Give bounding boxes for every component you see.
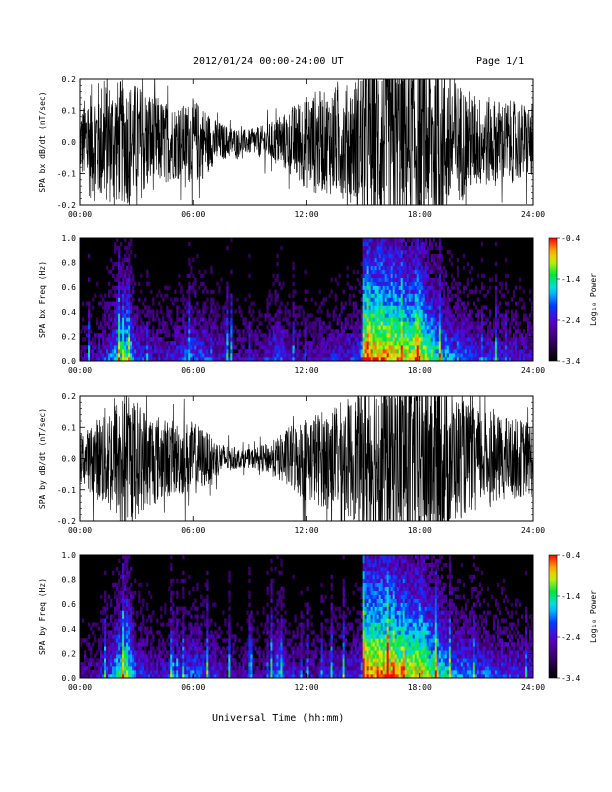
colorbar-by: Log₁₀ Power -0.4 -1.4 -2.4 -3.4: [548, 551, 598, 683]
page-indicator: Page 1/1: [476, 56, 524, 67]
y-tick-label: 0.0: [62, 674, 77, 683]
y-tick-label: 0.1: [62, 423, 77, 432]
colorbar-tick-label: -1.4: [561, 275, 580, 284]
x-axis-title: Universal Time (hh:mm): [212, 713, 344, 724]
y-tick-label: 0.6: [62, 600, 77, 609]
x-tick-label: 12:00: [294, 526, 318, 535]
panel-bx-dbdt: SPA bx dB/dt (nT/sec) 0.20.10.0-0.1-0.20…: [38, 75, 545, 219]
x-tick-label: 18:00: [408, 526, 432, 535]
y-tick-label: 0.6: [62, 283, 77, 292]
y-tick-label: 0.1: [62, 107, 77, 116]
x-tick-label: 18:00: [408, 210, 432, 219]
colorbar-label-bx: Log₁₀ Power: [589, 273, 598, 326]
colorbar-bx: Log₁₀ Power -0.4 -1.4 -2.4 -3.4: [548, 234, 598, 366]
y-tick-label: -0.2: [57, 517, 76, 526]
y-tick-label: 0.4: [62, 625, 77, 634]
y-tick-label: 0.2: [62, 392, 77, 401]
x-tick-label: 24:00: [521, 210, 545, 219]
y-tick-label: 0.8: [62, 576, 77, 585]
colorbar-tick-label: -3.4: [561, 674, 580, 683]
x-tick-label: 24:00: [521, 526, 545, 535]
signal-trace: [80, 79, 533, 205]
x-tick-label: 24:00: [521, 366, 545, 375]
y-tick-label: -0.2: [57, 201, 76, 210]
colorbar-tick-label: -2.4: [561, 316, 580, 325]
y-tick-label: 0.2: [62, 75, 77, 84]
x-tick-label: 00:00: [68, 526, 92, 535]
y-tick-label: 0.2: [62, 332, 77, 341]
x-tick-label: 12:00: [294, 210, 318, 219]
colorbar-tick-label: -0.4: [561, 551, 580, 560]
x-tick-label: 18:00: [408, 366, 432, 375]
panel-bx-freq: SPA bx Freq (Hz) 1.0 0.8 0.6 0.4 0.2 0.000:00…: [38, 234, 598, 375]
panel-by-dbdt: SPA by dB/dt (nT/sec) 0.20.10.0-0.1-0.20…: [38, 392, 545, 535]
y-tick-label: -0.1: [57, 170, 76, 179]
colorbar-gradient: [548, 554, 558, 679]
figure-title: 2012/01/24 00:00-24:00 UT: [193, 56, 344, 67]
colorbar-tick-label: -1.4: [561, 592, 580, 601]
x-tick-label: 00:00: [68, 210, 92, 219]
ylabel-by-dbdt: SPA by dB/dt (nT/sec): [38, 408, 47, 509]
x-tick-label: 06:00: [181, 366, 205, 375]
colorbar-tick-label: -2.4: [561, 633, 580, 642]
x-tick-label: 06:00: [181, 526, 205, 535]
y-tick-label: 0.0: [62, 455, 77, 464]
signal-trace: [80, 396, 533, 521]
x-tick-label: 00:00: [68, 366, 92, 375]
y-tick-label: -0.1: [57, 486, 76, 495]
colorbar-label-by: Log₁₀ Power: [589, 590, 598, 643]
x-tick-label: 24:00: [521, 683, 545, 692]
y-tick-label: 0.4: [62, 308, 77, 317]
panel-by-freq: SPA by Freq (Hz) 1.0 0.8 0.6 0.4 0.2 0.000:00…: [38, 551, 598, 692]
x-tick-label: 00:00: [68, 683, 92, 692]
spectrogram-cells: [80, 555, 533, 678]
spectrogram-cells: [80, 238, 533, 361]
x-tick-label: 12:00: [294, 683, 318, 692]
ylabel-bx-freq: SPA bx Freq (Hz): [38, 261, 47, 338]
ylabel-by-freq: SPA by Freq (Hz): [38, 578, 47, 655]
x-tick-label: 18:00: [408, 683, 432, 692]
colorbar-gradient: [548, 237, 558, 362]
x-tick-label: 06:00: [181, 683, 205, 692]
x-tick-label: 06:00: [181, 210, 205, 219]
colorbar-tick-label: -3.4: [561, 357, 580, 366]
y-tick-label: 0.8: [62, 259, 77, 268]
ylabel-bx-dbdt: SPA bx dB/dt (nT/sec): [38, 91, 47, 192]
y-tick-label: 0.2: [62, 649, 77, 658]
y-tick-label: 0.0: [62, 357, 77, 366]
y-tick-label: 1.0: [62, 551, 77, 560]
x-tick-label: 12:00: [294, 366, 318, 375]
colorbar-tick-label: -0.4: [561, 234, 580, 243]
y-tick-label: 0.0: [62, 138, 77, 147]
y-tick-label: 1.0: [62, 234, 77, 243]
